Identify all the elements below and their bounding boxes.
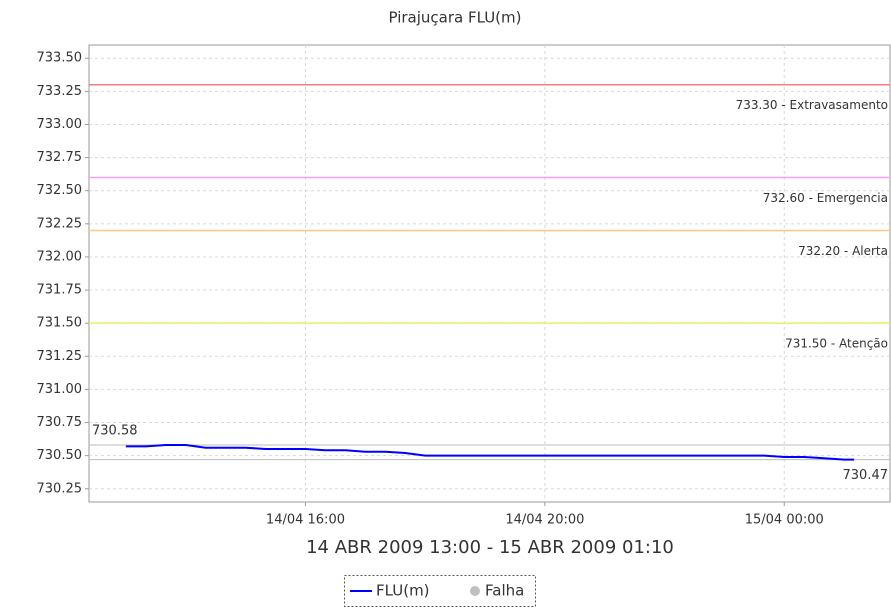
threshold-label: 731.50 - Atenção (785, 337, 888, 351)
y-tick-label: 733.50 (37, 51, 83, 66)
y-tick-label: 730.50 (37, 448, 83, 463)
y-tick-label: 731.50 (37, 316, 83, 331)
x-tick-label: 15/04 00:00 (745, 513, 824, 528)
legend-label: Falha (485, 582, 524, 600)
legend-swatch (470, 586, 480, 596)
threshold-label: 732.60 - Emergencia (763, 191, 888, 205)
plot-area (88, 44, 891, 503)
y-tick-label: 730.25 (37, 481, 83, 496)
y-tick-label: 730.75 (37, 415, 83, 430)
legend (344, 575, 536, 607)
y-tick-label: 732.00 (37, 249, 83, 264)
x-tick-label: 14/04 16:00 (266, 513, 345, 528)
chart-title: Pirajuçara FLU(m) (388, 9, 521, 27)
extreme-label: 730.58 (92, 424, 138, 439)
threshold-label: 732.20 - Alerta (798, 244, 888, 258)
data-line (125, 444, 855, 461)
y-tick-label: 731.75 (37, 283, 83, 298)
y-tick-label: 731.25 (37, 349, 83, 364)
y-tick-label: 731.00 (37, 382, 83, 397)
y-tick-label: 733.25 (37, 84, 83, 99)
y-tick-label: 732.50 (37, 183, 83, 198)
y-tick-label: 732.75 (37, 150, 83, 165)
extreme-label: 730.47 (843, 468, 889, 483)
y-tick-label: 733.00 (37, 117, 83, 132)
x-tick-label: 14/04 20:00 (505, 513, 584, 528)
y-tick-label: 732.25 (37, 216, 83, 231)
x-axis-label: 14 ABR 2009 13:00 - 15 ABR 2009 01:10 (306, 537, 674, 558)
threshold-label: 733.30 - Extravasamento (736, 98, 888, 112)
legend-label: FLU(m) (376, 582, 430, 600)
